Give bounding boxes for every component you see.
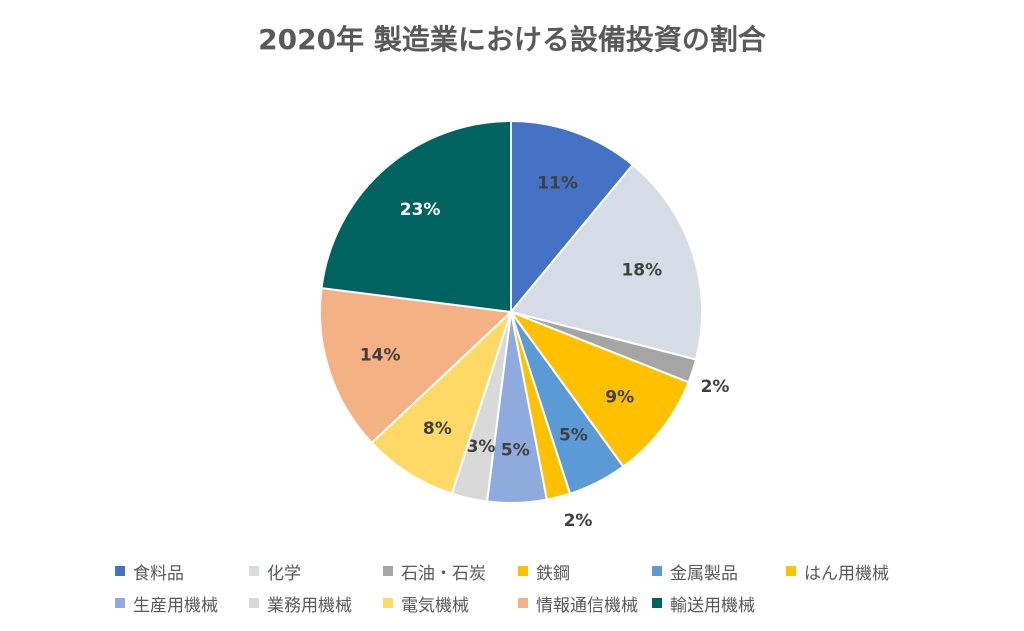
data-label: 2% (564, 511, 593, 531)
legend-label: はん用機械 (804, 563, 889, 584)
legend-swatch (249, 598, 259, 608)
legend-item: 輸送用機械 (652, 592, 755, 616)
chart-title: 2020年 製造業における設備投資の割合 (258, 23, 766, 56)
legend-item: 金属製品 (652, 560, 738, 584)
data-label: 23% (400, 200, 441, 220)
legend-label: 化学 (267, 563, 301, 584)
legend-swatch (652, 598, 662, 608)
data-label: 9% (605, 387, 634, 407)
legend-item: 食料品 (115, 560, 184, 584)
legend-swatch (249, 566, 259, 576)
legend-label: 業務用機械 (267, 595, 352, 616)
data-label: 5% (501, 441, 530, 461)
legend-swatch (652, 566, 662, 576)
pie-slice (370, 311, 512, 495)
pie-slice (508, 309, 690, 468)
legend-label: 情報通信機械 (536, 595, 638, 616)
legend-item: 生産用機械 (115, 592, 218, 616)
legend-swatch (518, 566, 528, 576)
data-label: 14% (360, 346, 401, 366)
data-label: 3% (467, 437, 496, 457)
pie-slice (510, 119, 635, 315)
data-label: 8% (423, 419, 452, 439)
legend-swatch (518, 598, 528, 608)
legend-label: 金属製品 (670, 563, 738, 584)
legend-swatch (115, 566, 125, 576)
legend-item: 業務用機械 (249, 592, 352, 616)
legend-swatch (383, 598, 393, 608)
legend-item: はん用機械 (786, 560, 889, 584)
legend-swatch (115, 598, 125, 608)
data-label: 18% (621, 261, 662, 281)
legend-label: 石油・石炭 (401, 563, 486, 584)
data-label: 5% (559, 426, 588, 446)
legend-item: 情報通信機械 (518, 592, 638, 616)
legend-item: 鉄鋼 (518, 560, 570, 584)
data-label: 2% (701, 377, 730, 397)
pie-slice (509, 163, 703, 361)
data-label: 11% (537, 174, 578, 194)
legend-item: 石油・石炭 (383, 560, 486, 584)
legend-label: 鉄鋼 (536, 563, 570, 584)
legend-item: 化学 (249, 560, 301, 584)
legend-label: 電気機械 (401, 595, 469, 616)
pie-slice (319, 286, 514, 445)
legend-label: 食料品 (133, 563, 184, 584)
legend-swatch (383, 566, 393, 576)
legend-label: 輸送用機械 (670, 595, 755, 616)
pie-slice (320, 119, 512, 314)
legend-label: 生産用機械 (133, 595, 218, 616)
legend-swatch (786, 566, 796, 576)
legend-item: 電気機械 (383, 592, 469, 616)
